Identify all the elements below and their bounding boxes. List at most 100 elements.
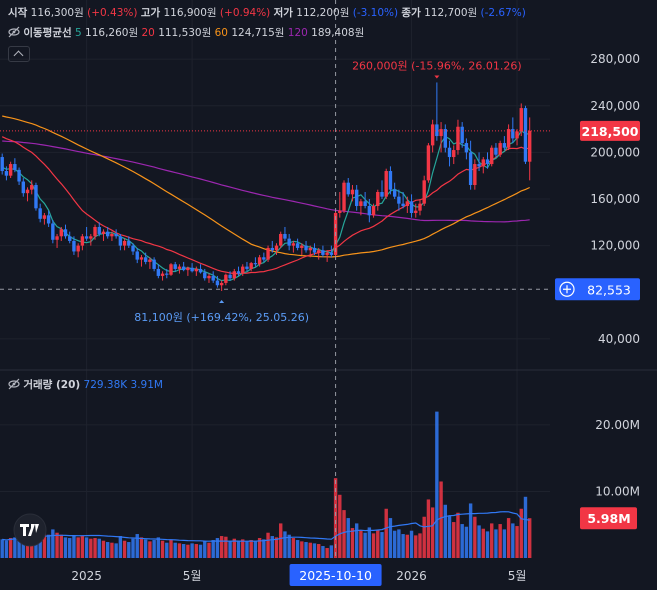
- price-tick-label: 280,000: [590, 52, 640, 66]
- candle-body: [89, 236, 93, 239]
- candle-body: [190, 267, 194, 272]
- ma-legend[interactable]: 이동평균선 5 116,260원 20 111,530원 60 124,715원…: [8, 25, 364, 40]
- eye-hidden-icon[interactable]: [8, 26, 20, 38]
- volume-bar: [25, 538, 30, 558]
- chart-overlay: 260,000원 (-15.96%, 26.01.26) 81,100원 (+16…: [0, 0, 550, 558]
- candle-body: [414, 210, 418, 213]
- candle-body: [148, 259, 152, 262]
- candle-body: [498, 143, 502, 155]
- candle-body: [409, 201, 414, 213]
- ma20-line: [1, 136, 530, 275]
- ma120-line: [2, 140, 530, 223]
- moving-average-lines: [1, 115, 530, 282]
- volume-bar: [456, 512, 460, 558]
- candle-body: [287, 238, 291, 246]
- candle-body: [215, 280, 220, 286]
- candle-body: [426, 145, 431, 181]
- volume-bar: [329, 545, 334, 558]
- volume-bar: [97, 538, 101, 558]
- high-annotation-marker: [434, 75, 440, 79]
- candle-body: [93, 226, 97, 237]
- volume-bar: [350, 528, 355, 558]
- volume-bar: [131, 538, 135, 558]
- ma120-period: 120: [287, 27, 308, 39]
- low-label: 저가: [273, 7, 293, 19]
- time-tick-label: 5월: [183, 569, 202, 583]
- ma5-value: 116,260원: [85, 27, 139, 39]
- volume-bar: [190, 543, 194, 558]
- ma60-period: 60: [214, 27, 228, 39]
- eye-hidden-icon[interactable]: [8, 378, 20, 390]
- candle-body: [452, 150, 456, 158]
- volume-bar: [135, 534, 139, 558]
- volume-bar: [481, 528, 485, 558]
- candle-body: [359, 201, 363, 206]
- volume-bar: [236, 541, 241, 558]
- volume-bar: [447, 515, 452, 558]
- candle-body: [363, 201, 367, 206]
- volume-bar: [228, 540, 232, 558]
- candle-body: [439, 129, 443, 137]
- volume-bar: [127, 542, 131, 558]
- volume-bar: [17, 535, 21, 558]
- last-price-badge: [580, 120, 640, 141]
- price-tick-label: 200,000: [590, 145, 640, 159]
- volume-bar: [89, 538, 93, 558]
- volume-bar: [498, 524, 502, 558]
- candle-body: [266, 247, 270, 260]
- volume-bar: [452, 522, 456, 558]
- candlesticks[interactable]: [0, 82, 532, 291]
- volume-bar: [93, 538, 97, 558]
- candle-body: [502, 143, 507, 148]
- candle-body: [34, 185, 38, 209]
- volume-bar: [384, 508, 388, 558]
- volume-bar: [473, 516, 477, 558]
- candle-body: [304, 245, 308, 251]
- volume-bar: [397, 529, 401, 558]
- volume-bar: [300, 541, 304, 558]
- volume-bar: [101, 540, 106, 558]
- ma5-period: 5: [75, 27, 82, 39]
- candle-body: [46, 215, 51, 224]
- volume-bar: [4, 540, 9, 558]
- candle-body: [460, 126, 464, 144]
- volume-bar: [76, 537, 80, 558]
- volume-bar: [194, 544, 199, 558]
- logo-circle: [13, 513, 47, 547]
- volume-bar: [68, 538, 72, 558]
- candle-body: [447, 147, 452, 158]
- volume-bar: [203, 540, 207, 558]
- candle-body: [329, 252, 334, 255]
- price-axis: 280,000 240,000 200,000 160,000 120,000 40,00…: [555, 52, 640, 530]
- volume-bar: [207, 542, 211, 558]
- volume-bar: [376, 530, 380, 558]
- volume-bar: [371, 533, 376, 558]
- volume-legend[interactable]: 거래량 (20) 729.38K 3.91M: [8, 377, 163, 392]
- volume-bar: [274, 537, 279, 558]
- volume-bar: [342, 510, 346, 558]
- volume-bar: [490, 523, 494, 558]
- volume-bar: [405, 534, 410, 558]
- volume-bar: [464, 526, 469, 558]
- candle-body: [194, 268, 199, 272]
- volume-bar: [325, 548, 329, 558]
- crosshair-price-badge: [555, 278, 640, 301]
- collapse-legend-button[interactable]: [8, 46, 30, 62]
- volume-bar: [460, 524, 464, 558]
- candle-body: [25, 189, 30, 194]
- candle-body: [68, 236, 72, 241]
- volume-bar: [21, 536, 25, 558]
- volume-bar: [270, 536, 274, 558]
- time-tick-label: 2025: [71, 569, 102, 583]
- high-value: 116,900원: [163, 7, 217, 19]
- price-tick-label: 240,000: [590, 99, 640, 113]
- time-axis: 2025 5월 2026 5월 2025-10-10: [13, 513, 526, 586]
- volume-bar: [211, 540, 215, 558]
- volume-bar: [435, 411, 439, 558]
- volume-bar: [177, 543, 182, 558]
- volume-bar: [401, 534, 405, 558]
- volume-bar: [519, 508, 523, 558]
- candle-body: [169, 264, 173, 275]
- volume-bar: [485, 531, 490, 558]
